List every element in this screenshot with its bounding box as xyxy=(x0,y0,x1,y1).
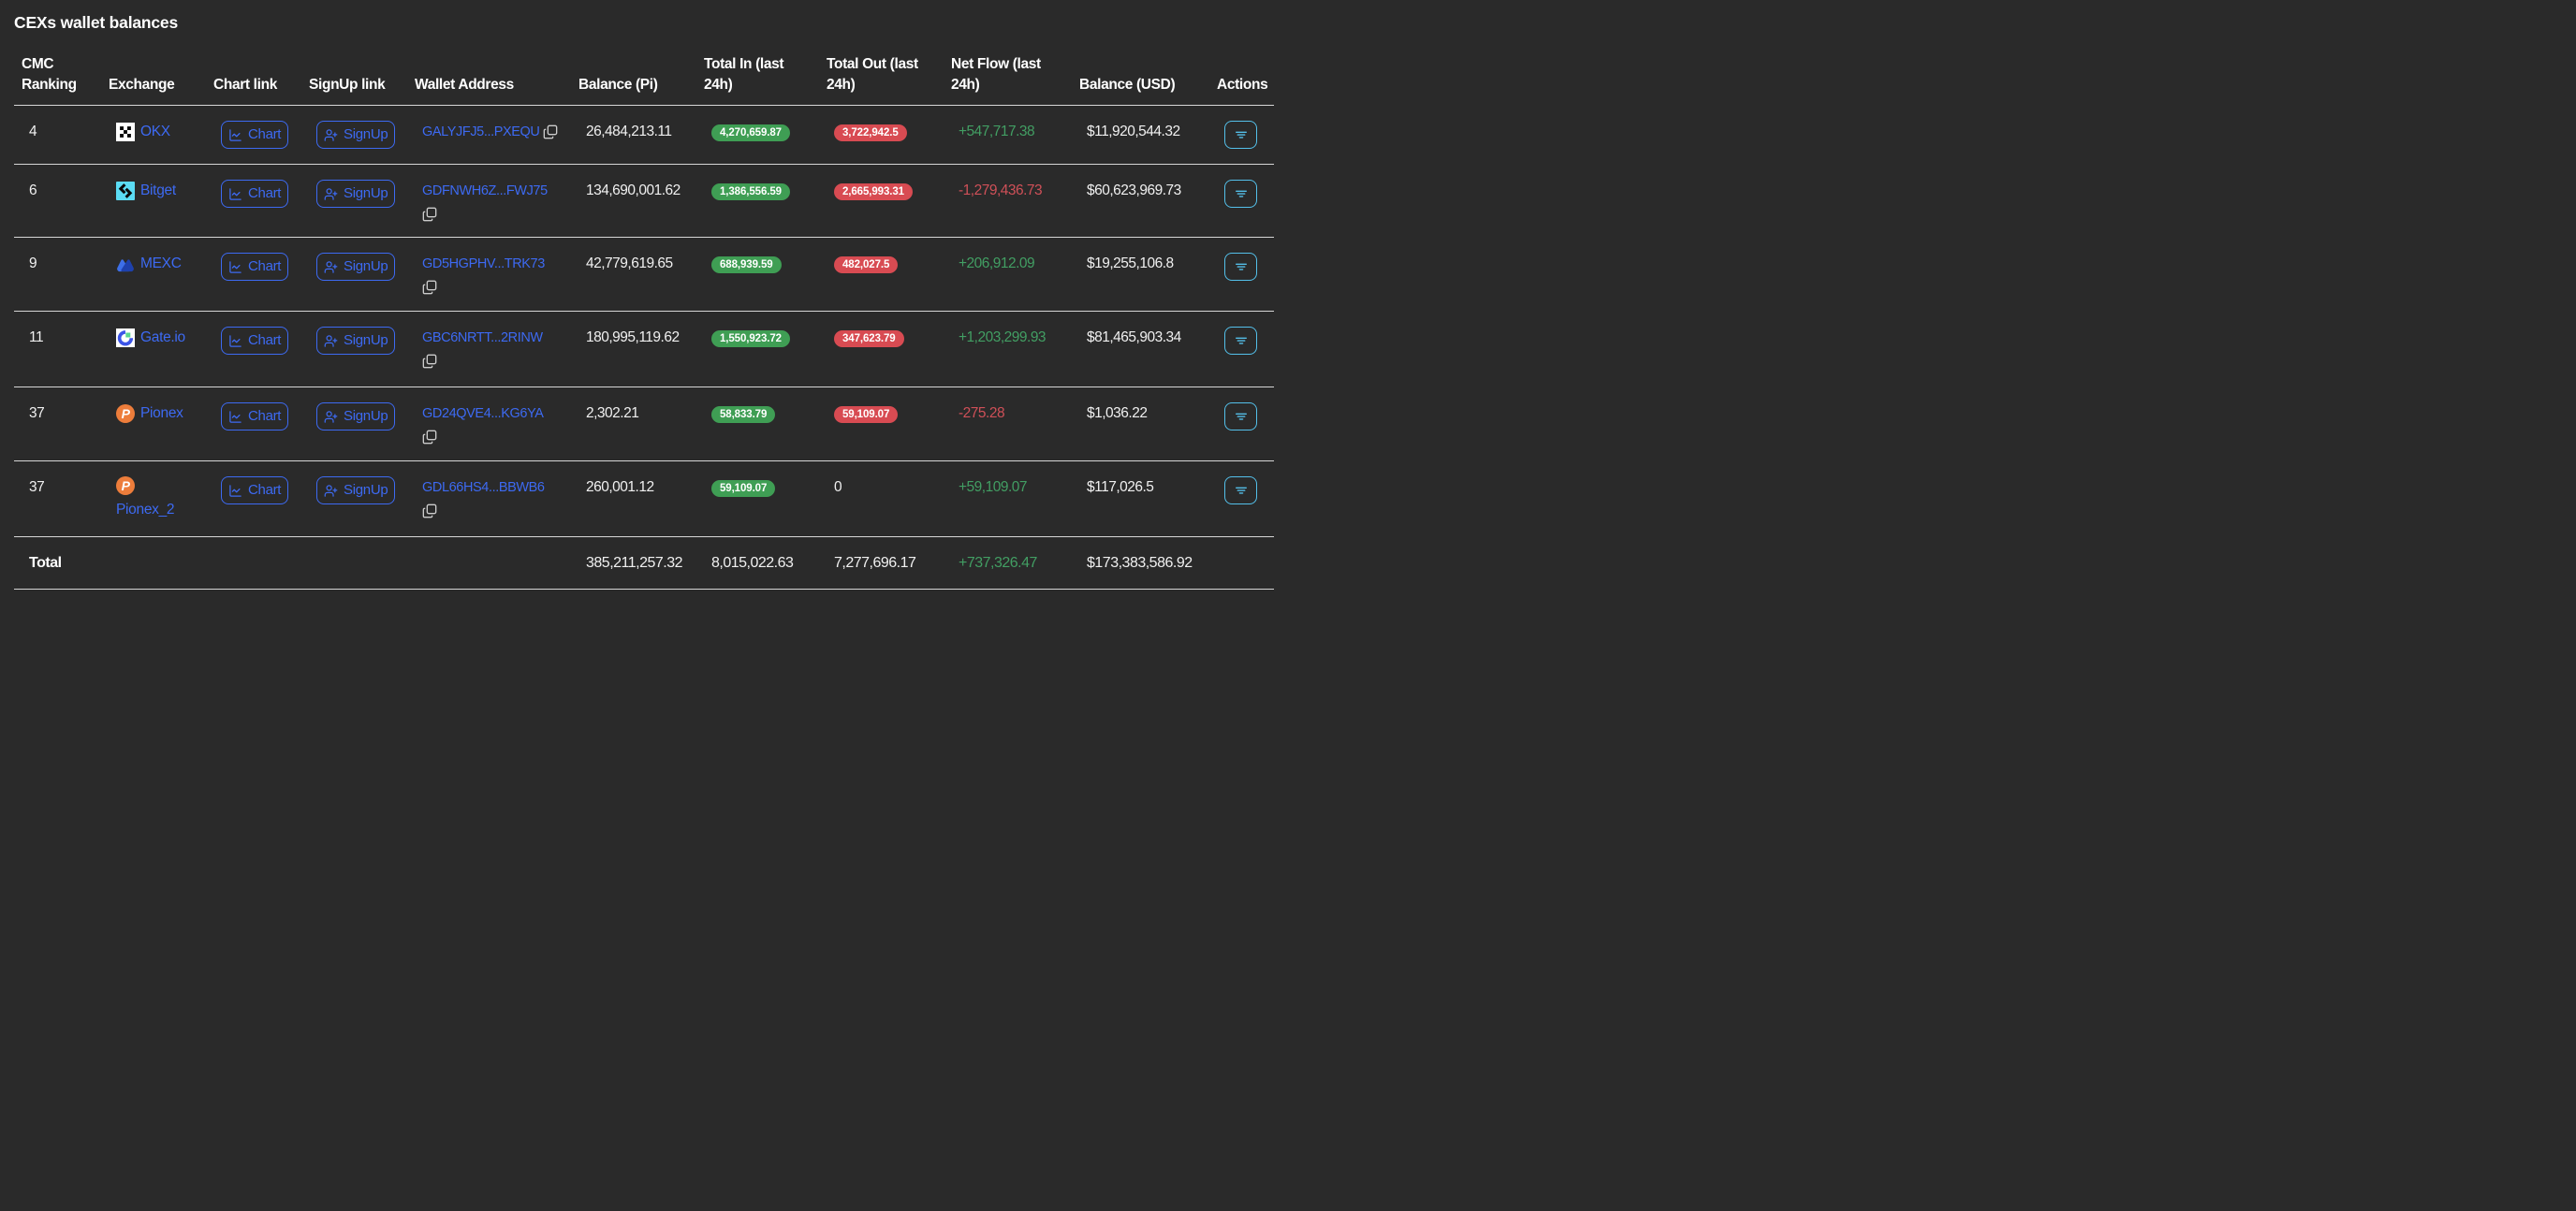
svg-text:P: P xyxy=(122,406,131,421)
svg-text:P: P xyxy=(122,478,131,493)
